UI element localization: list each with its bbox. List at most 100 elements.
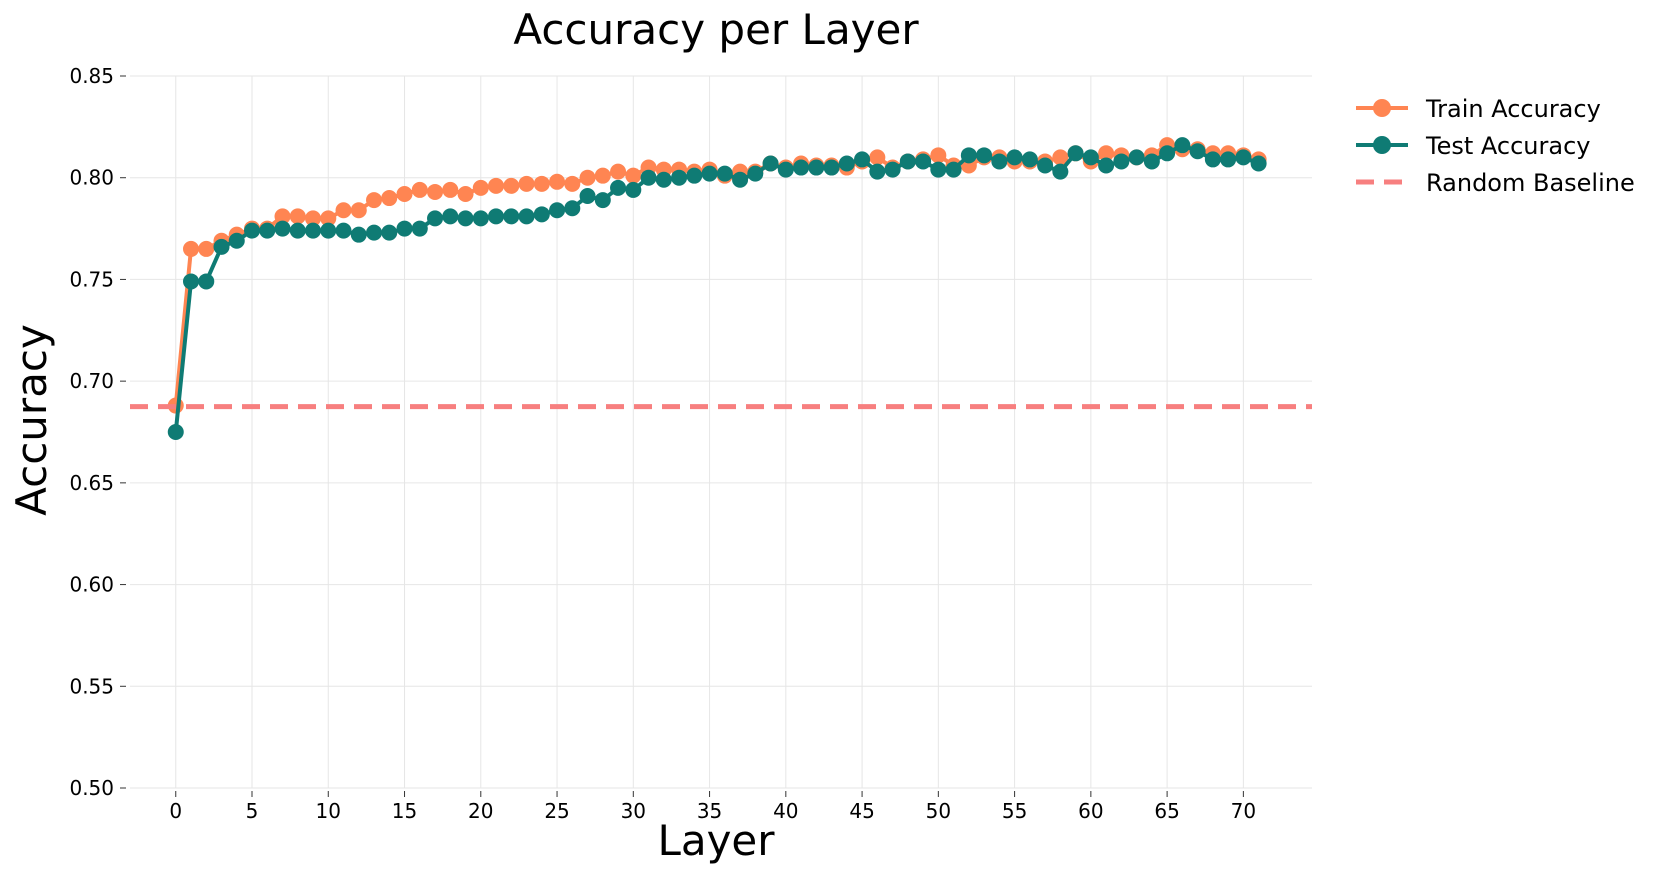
legend-marker xyxy=(1373,136,1391,154)
x-tick-label: 65 xyxy=(1154,799,1179,823)
data-point xyxy=(1113,153,1130,170)
data-point xyxy=(625,181,642,198)
data-point xyxy=(274,220,291,237)
data-point xyxy=(655,171,672,188)
legend-label: Test Accuracy xyxy=(1425,132,1590,160)
data-point xyxy=(854,151,871,168)
data-point xyxy=(1174,137,1191,154)
legend-label: Train Accuracy xyxy=(1425,95,1601,123)
data-point xyxy=(549,173,566,190)
data-point xyxy=(686,167,703,184)
data-point xyxy=(244,222,261,239)
y-tick-label: 0.50 xyxy=(69,776,114,800)
data-point xyxy=(610,179,627,196)
data-point xyxy=(396,220,413,237)
data-point xyxy=(594,192,611,209)
y-tick-label: 0.85 xyxy=(69,64,114,88)
data-point xyxy=(640,169,657,186)
y-tick-label: 0.80 xyxy=(69,166,114,190)
data-point xyxy=(350,226,367,243)
data-point xyxy=(579,169,596,186)
data-point xyxy=(305,210,322,227)
y-tick-label: 0.65 xyxy=(69,471,114,495)
data-point xyxy=(1220,151,1237,168)
x-tick-label: 70 xyxy=(1231,799,1256,823)
data-point xyxy=(579,188,596,205)
data-point xyxy=(320,210,337,227)
data-point xyxy=(716,165,733,182)
data-point xyxy=(1143,153,1160,170)
series-group xyxy=(130,137,1312,440)
data-point xyxy=(518,208,535,225)
data-point xyxy=(488,177,505,194)
data-point xyxy=(167,424,184,440)
data-point xyxy=(747,165,764,182)
data-point xyxy=(823,159,840,176)
data-point xyxy=(518,175,535,192)
y-axis-title: Accuracy xyxy=(7,324,56,516)
data-point xyxy=(228,232,245,249)
x-tick-label: 0 xyxy=(169,799,182,823)
data-point xyxy=(1052,149,1069,166)
data-point xyxy=(610,163,627,180)
y-tick-label: 0.75 xyxy=(69,267,114,291)
data-point xyxy=(381,224,398,241)
data-point xyxy=(1037,157,1054,174)
data-point xyxy=(930,161,947,178)
data-point xyxy=(472,179,489,196)
data-point xyxy=(442,208,459,225)
data-point xyxy=(1098,145,1115,162)
y-tick-label: 0.55 xyxy=(69,674,114,698)
data-point xyxy=(1189,143,1206,160)
data-point xyxy=(915,153,932,170)
data-point xyxy=(320,222,337,239)
data-point xyxy=(1006,149,1023,166)
x-tick-label: 55 xyxy=(1002,799,1027,823)
data-point xyxy=(869,149,886,166)
data-point xyxy=(503,208,520,225)
data-point xyxy=(396,185,413,202)
data-point xyxy=(838,155,855,172)
data-point xyxy=(564,175,581,192)
data-point xyxy=(930,147,947,164)
data-point xyxy=(198,240,215,257)
data-point xyxy=(1067,145,1084,162)
x-tick-label: 20 xyxy=(468,799,493,823)
data-point xyxy=(594,167,611,184)
legend: Train Accuracy Test Accuracy Random Baseli… xyxy=(1356,95,1635,197)
data-point xyxy=(1250,155,1267,172)
data-point xyxy=(732,171,749,188)
data-point xyxy=(564,200,581,217)
data-point xyxy=(976,147,993,164)
x-tick-label: 25 xyxy=(544,799,569,823)
data-point xyxy=(381,190,398,207)
data-point xyxy=(366,224,383,241)
legend-marker xyxy=(1373,99,1391,117)
data-point xyxy=(899,153,916,170)
x-axis-title: Layer xyxy=(657,816,775,865)
data-point xyxy=(884,161,901,178)
data-point xyxy=(213,238,230,255)
data-point xyxy=(869,163,886,180)
data-point xyxy=(183,240,200,257)
data-point xyxy=(945,161,962,178)
x-tick-label: 40 xyxy=(773,799,798,823)
data-point xyxy=(259,222,276,239)
data-point xyxy=(366,192,383,209)
data-point xyxy=(1235,149,1252,166)
data-point xyxy=(488,208,505,225)
data-point xyxy=(625,167,642,184)
data-point xyxy=(1098,157,1115,174)
data-point xyxy=(1204,151,1221,168)
chart-title: Accuracy per Layer xyxy=(513,5,919,54)
data-point xyxy=(335,222,352,239)
data-point xyxy=(183,273,200,290)
x-tick-label: 50 xyxy=(926,799,951,823)
data-point xyxy=(1082,149,1099,166)
data-point xyxy=(1128,149,1145,166)
x-tick-label: 15 xyxy=(392,799,417,823)
data-point xyxy=(701,165,718,182)
data-point xyxy=(411,181,428,198)
